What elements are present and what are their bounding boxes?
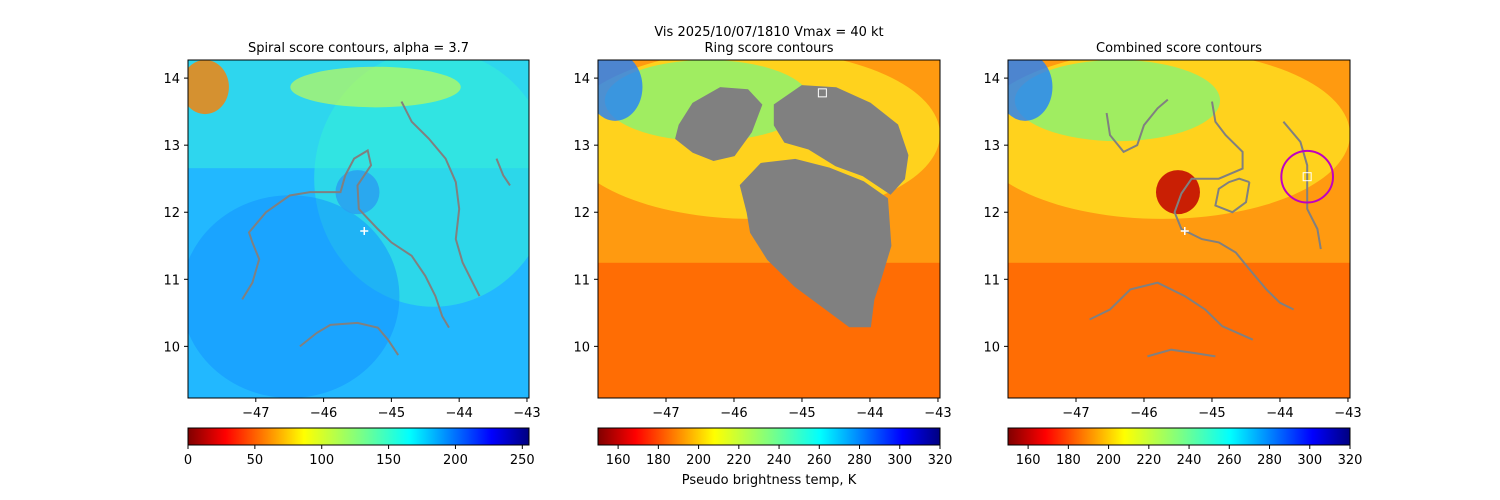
y-tick-label: 11 — [983, 273, 1000, 288]
x-tick-label: −45 — [1198, 406, 1225, 421]
field-colder — [1014, 60, 1221, 142]
colorbar-tick-label: 240 — [767, 453, 792, 468]
x-tick-label: −44 — [856, 406, 883, 421]
colorbar-tick-label: 160 — [606, 453, 631, 468]
figure-suptitle: Vis 2025/10/07/1810 Vmax = 40 kt — [654, 25, 883, 40]
x-tick-label: −43 — [513, 406, 540, 421]
contour-line-4 — [1282, 121, 1322, 250]
panel-2: Ring score contours −47 −46 −45 −44 −43 10 11 12… — [573, 41, 953, 488]
contour-line-1 — [1105, 98, 1169, 154]
colorbar-tick-label: 150 — [376, 453, 401, 468]
colorbar-tick-label: 180 — [1056, 453, 1081, 468]
y-tick-label: 13 — [163, 139, 180, 154]
y-tick-label: 11 — [163, 273, 180, 288]
center-square-marker — [1302, 172, 1312, 182]
colorbar-tick-label: 50 — [247, 453, 264, 468]
image-field — [598, 60, 940, 398]
y-tick-label: 10 — [163, 340, 180, 355]
contour-line-3 — [495, 158, 511, 186]
panel-title: Combined score contours — [1096, 41, 1262, 56]
y-tick-label: 12 — [163, 206, 180, 221]
field-warm — [598, 262, 940, 398]
y-tick-label: 14 — [983, 72, 1000, 87]
field-coldest — [1008, 60, 1053, 121]
colorbar-tick-label: 160 — [1016, 453, 1041, 468]
panel-1: Spiral score contours, alpha = 3.7 −47 −46… — [163, 41, 540, 468]
center-circle — [1280, 149, 1335, 204]
contour-region-2 — [773, 85, 909, 195]
x-tick-label: −47 — [242, 406, 269, 421]
colorbar-tick-label: 300 — [1297, 453, 1322, 468]
x-tick-label: −43 — [1334, 406, 1361, 421]
contour-line-2 — [1173, 101, 1295, 311]
colorbar-label: Pseudo brightness temp, K — [682, 473, 857, 488]
colorbar-tick-label: 280 — [847, 453, 872, 468]
contour-line-1 — [241, 148, 450, 329]
colorbar-tick-label: 200 — [1096, 453, 1121, 468]
image-field — [188, 60, 529, 398]
colorbar — [1007, 427, 1351, 446]
colorbar-tick-label: 320 — [1338, 453, 1363, 468]
y-tick-label: 13 — [573, 139, 590, 154]
center-plus-marker — [1180, 227, 1189, 236]
y-tick-label: 14 — [573, 72, 590, 87]
x-tick-label: −46 — [310, 406, 337, 421]
axes-frame — [1007, 59, 1351, 399]
contour-line-5 — [1089, 281, 1254, 341]
colorbar-tick-label: 200 — [443, 453, 468, 468]
y-tick-label: 10 — [573, 340, 590, 355]
colorbar-tick-label: 260 — [807, 453, 832, 468]
field-bright — [290, 66, 461, 108]
colorbar-tick-label: 320 — [928, 453, 953, 468]
contour-line-6 — [1147, 348, 1216, 358]
field-coldest — [598, 60, 643, 121]
x-tick-label: −45 — [378, 406, 405, 421]
contour-region-3 — [739, 158, 892, 328]
y-tick-label: 12 — [573, 206, 590, 221]
colorbar-tick-label: 240 — [1177, 453, 1202, 468]
contour-line-4 — [299, 321, 400, 356]
contour-line-3 — [1214, 177, 1251, 214]
panel-3: Combined score contours −47 −46 −45 −44 −43 10… — [983, 41, 1363, 468]
center-plus-marker — [360, 227, 369, 236]
colorbar-tick-label: 300 — [887, 453, 912, 468]
y-tick-label: 10 — [983, 340, 1000, 355]
colorbar — [597, 427, 941, 446]
panel-title: Spiral score contours, alpha = 3.7 — [248, 41, 469, 56]
x-tick-label: −44 — [1266, 406, 1293, 421]
storm-eye — [1155, 170, 1200, 215]
colorbar-tick-label: 0 — [184, 453, 192, 468]
x-tick-label: −45 — [788, 406, 815, 421]
colorbar-tick-label: 220 — [1136, 453, 1161, 468]
x-tick-label: −46 — [1130, 406, 1157, 421]
colorbar-tick-label: 260 — [1217, 453, 1242, 468]
x-tick-label: −44 — [445, 406, 472, 421]
field-warm — [1008, 262, 1350, 398]
x-tick-label: −43 — [924, 406, 951, 421]
colorbar-tick-label: 280 — [1257, 453, 1282, 468]
colorbar-tick-label: 220 — [726, 453, 751, 468]
contour-line-2 — [400, 101, 481, 297]
x-tick-label: −47 — [652, 406, 679, 421]
colorbar-tick-label: 180 — [646, 453, 671, 468]
axes-frame — [597, 59, 941, 399]
colorbar-tick-label: 100 — [309, 453, 334, 468]
colorbar-tick-label: 200 — [686, 453, 711, 468]
colorbar — [187, 427, 530, 446]
axes-frame — [187, 59, 530, 399]
contour-region-1 — [675, 87, 763, 161]
x-tick-label: −47 — [1062, 406, 1089, 421]
panel-title: Ring score contours — [704, 41, 833, 56]
center-square-marker — [817, 88, 827, 98]
field-warm — [188, 60, 229, 115]
y-tick-label: 12 — [983, 206, 1000, 221]
y-tick-label: 11 — [573, 273, 590, 288]
y-tick-label: 14 — [163, 72, 180, 87]
image-field — [1008, 60, 1350, 398]
y-tick-label: 13 — [983, 139, 1000, 154]
colorbar-tick-label: 250 — [510, 453, 535, 468]
x-tick-label: −46 — [720, 406, 747, 421]
field-dark — [188, 195, 400, 398]
